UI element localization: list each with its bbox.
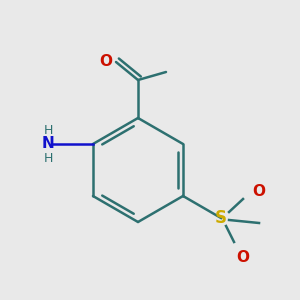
Text: H: H	[43, 152, 53, 164]
Text: O: O	[253, 184, 266, 199]
Text: O: O	[100, 55, 112, 70]
Text: H: H	[43, 124, 53, 136]
Text: S: S	[215, 209, 227, 227]
Text: N: N	[42, 136, 54, 152]
Text: O: O	[236, 250, 250, 266]
